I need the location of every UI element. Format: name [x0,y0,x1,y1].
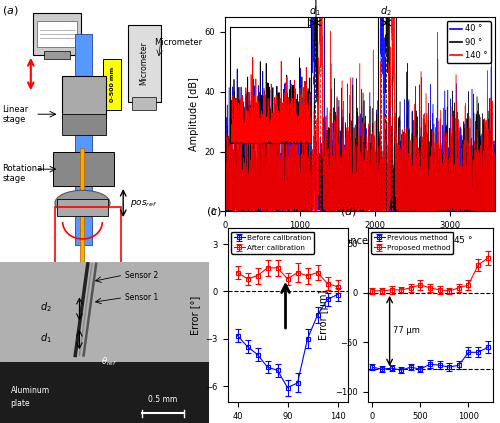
Text: $d_2$: $d_2$ [380,5,392,19]
Bar [378,17,396,212]
Bar [308,17,324,212]
Y-axis label: Amplitude [dB]: Amplitude [dB] [189,77,199,151]
Bar [33,13,82,55]
Text: $pos_{ref}$: $pos_{ref}$ [130,198,158,209]
Legend: Previous method, Proposed method: Previous method, Proposed method [371,232,454,253]
Text: 0-500 mm: 0-500 mm [110,67,114,102]
Bar [55,207,121,266]
Bar [44,51,70,59]
Bar [75,34,92,245]
Text: $d_1$: $d_1$ [310,5,322,19]
Bar [132,97,156,110]
Text: Rotational
stage: Rotational stage [2,164,45,183]
Bar [57,199,108,216]
Text: Linear
stage: Linear stage [2,104,29,124]
Legend: Before calibration, After calibration: Before calibration, After calibration [231,232,314,253]
Bar [104,59,121,110]
Bar [62,76,106,118]
Bar [38,21,77,47]
Text: 77 μm: 77 μm [394,326,420,335]
Bar [80,148,84,275]
Text: $(c)$: $(c)$ [206,205,222,218]
Text: Micrometer: Micrometer [140,41,148,85]
Bar [128,25,160,102]
Bar [53,152,114,186]
Bar [62,114,106,135]
Y-axis label: Error [°]: Error [°] [190,296,200,335]
Text: $(d)$: $(d)$ [340,205,357,218]
Ellipse shape [55,190,110,216]
Y-axis label: Error [μm]: Error [μm] [320,290,330,340]
Legend: 40 °, 90 °, 140 °: 40 °, 90 °, 140 ° [446,21,491,63]
Text: *$\theta$ = 45 °: *$\theta$ = 45 ° [430,233,473,244]
Text: $(a)$: $(a)$ [2,4,19,17]
Text: Micrometer: Micrometer [154,38,202,47]
X-axis label: Distance [μm]: Distance [μm] [325,236,395,246]
